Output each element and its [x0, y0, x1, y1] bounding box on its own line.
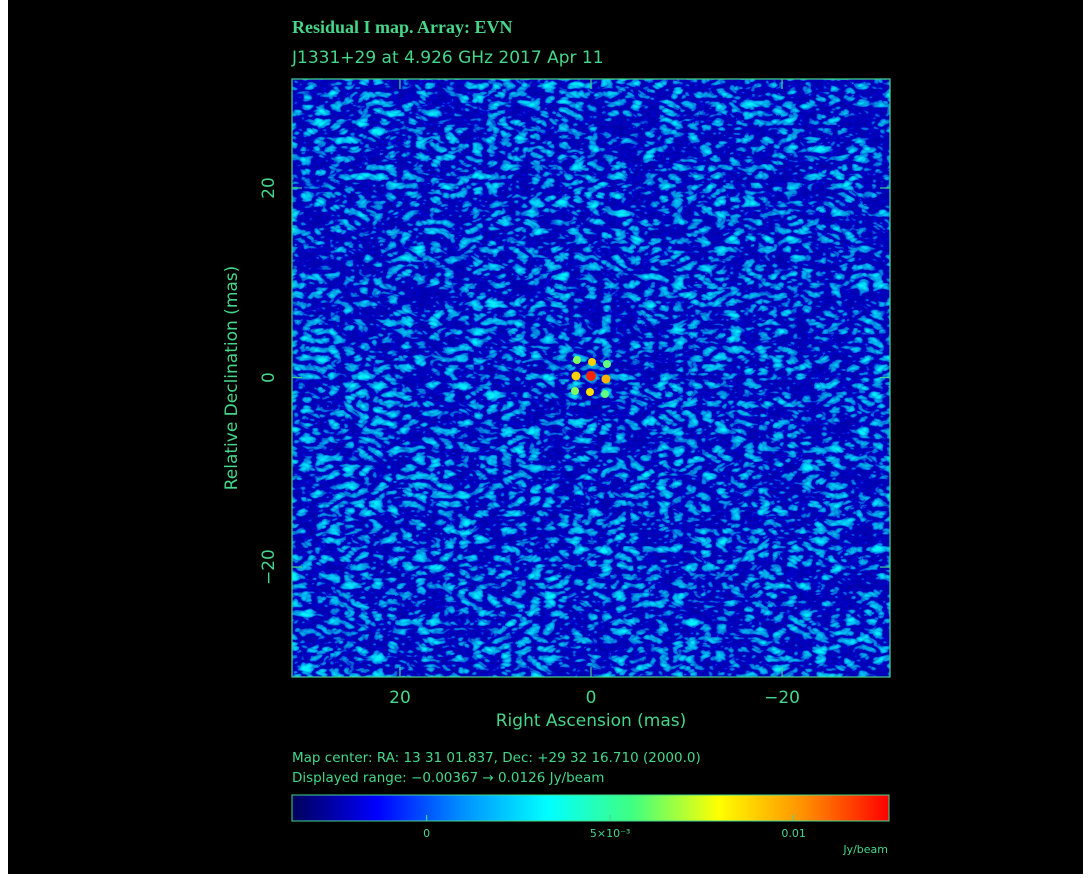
x-tick-label: 20 — [389, 688, 411, 708]
colorbar — [292, 795, 889, 821]
y-tick-label: 20 — [259, 177, 279, 199]
central-residual — [571, 356, 611, 398]
map-center-note: Map center: RA: 13 31 01.837, Dec: +29 3… — [292, 750, 701, 766]
y-axis-label: Relative Declination (mas) — [222, 266, 242, 491]
chart-title: Residual I map. Array: EVN — [292, 17, 513, 37]
y-tick-label: 0 — [259, 372, 279, 383]
chart: Residual I map. Array: EVN J1331+29 at 4… — [0, 0, 1091, 874]
colorbar-tick-label: 0.01 — [781, 827, 806, 840]
residual-image — [292, 79, 890, 677]
chart-subtitle: J1331+29 at 4.926 GHz 2017 Apr 11 — [291, 48, 604, 68]
x-tick-label: −20 — [764, 688, 800, 708]
x-axis-label: Right Ascension (mas) — [496, 711, 687, 731]
x-tick-label: 0 — [586, 688, 597, 708]
colorbar-tick-label: 0 — [423, 827, 430, 840]
colorbar-tick-label: 5×10⁻³ — [590, 827, 630, 840]
y-tick-label: −20 — [259, 549, 279, 585]
range-note: Displayed range: −0.00367 → 0.0126 Jy/be… — [292, 770, 604, 786]
colorbar-unit: Jy/beam — [842, 843, 888, 856]
page: {"chart_data": { "type": "image", "title… — [0, 0, 1091, 874]
